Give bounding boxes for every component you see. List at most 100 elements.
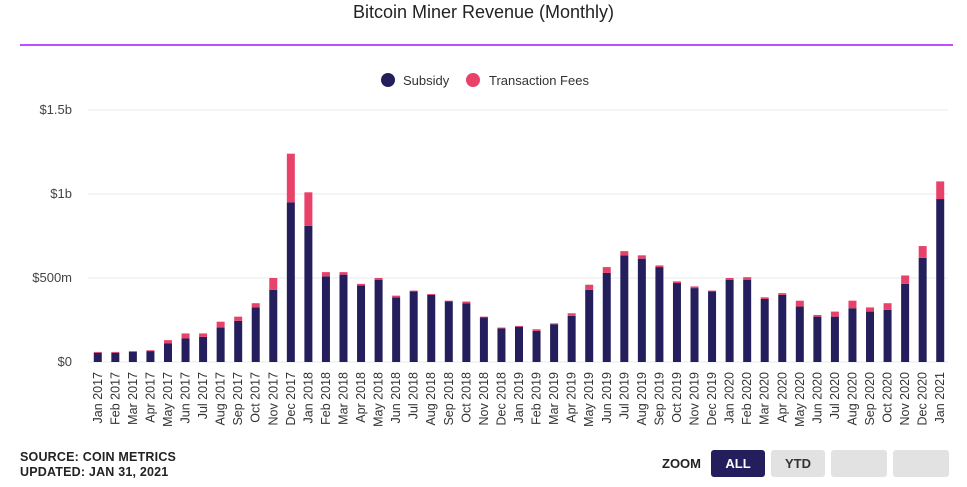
- bar-fees-25[interactable]: [532, 329, 541, 331]
- bar-fees-32[interactable]: [655, 265, 664, 268]
- bar-fees-46[interactable]: [901, 275, 910, 284]
- bar-subsidy-14[interactable]: [339, 274, 348, 362]
- bar-subsidy-5[interactable]: [181, 338, 190, 362]
- bar-subsidy-22[interactable]: [479, 317, 488, 362]
- bar-subsidy-25[interactable]: [532, 330, 541, 362]
- bar-fees-24[interactable]: [515, 325, 523, 327]
- bar-fees-19[interactable]: [427, 293, 436, 295]
- bar-fees-41[interactable]: [813, 314, 822, 317]
- bar-fees-2[interactable]: [128, 351, 137, 352]
- zoom-ytd-button[interactable]: YTD: [771, 450, 825, 477]
- bar-fees-36[interactable]: [725, 278, 734, 280]
- bar-fees-38[interactable]: [760, 297, 769, 299]
- bar-fees-42[interactable]: [830, 311, 839, 317]
- bar-subsidy-21[interactable]: [462, 303, 471, 362]
- bar-fees-40[interactable]: [795, 300, 804, 307]
- bar-subsidy-4[interactable]: [163, 343, 172, 362]
- bar-fees-7[interactable]: [216, 321, 225, 328]
- bar-fees-6[interactable]: [199, 333, 208, 337]
- bar-subsidy-27[interactable]: [567, 315, 576, 362]
- bar-fees-16[interactable]: [374, 278, 383, 280]
- bar-fees-34[interactable]: [690, 286, 699, 289]
- bar-subsidy-7[interactable]: [216, 327, 225, 362]
- bar-subsidy-9[interactable]: [251, 307, 260, 362]
- bar-subsidy-45[interactable]: [883, 309, 892, 362]
- bar-subsidy-36[interactable]: [725, 279, 734, 362]
- bar-subsidy-1[interactable]: [111, 352, 120, 362]
- bar-fees-0[interactable]: [93, 351, 102, 353]
- bar-fees-11[interactable]: [286, 153, 295, 203]
- zoom-button-4[interactable]: [893, 450, 949, 477]
- bar-fees-4[interactable]: [163, 340, 172, 344]
- bar-subsidy-35[interactable]: [708, 291, 717, 362]
- bar-subsidy-15[interactable]: [357, 285, 366, 362]
- bar-subsidy-3[interactable]: [146, 351, 155, 362]
- bar-fees-5[interactable]: [181, 333, 190, 339]
- bar-fees-31[interactable]: [637, 255, 646, 259]
- bar-subsidy-47[interactable]: [918, 257, 927, 362]
- bar-subsidy-37[interactable]: [743, 279, 752, 362]
- bar-fees-20[interactable]: [444, 300, 453, 302]
- bar-subsidy-41[interactable]: [813, 316, 822, 362]
- bar-subsidy-10[interactable]: [269, 289, 278, 362]
- bar-fees-27[interactable]: [567, 313, 576, 316]
- bar-fees-48[interactable]: [936, 181, 945, 200]
- bar-subsidy-26[interactable]: [550, 324, 559, 362]
- bar-subsidy-33[interactable]: [672, 283, 681, 362]
- bar-subsidy-8[interactable]: [234, 320, 243, 362]
- bar-fees-22[interactable]: [479, 316, 488, 318]
- bar-subsidy-20[interactable]: [444, 301, 453, 362]
- bar-fees-15[interactable]: [357, 283, 366, 286]
- bar-subsidy-43[interactable]: [848, 308, 857, 362]
- bar-fees-17[interactable]: [392, 295, 401, 298]
- bar-subsidy-12[interactable]: [304, 225, 313, 362]
- bar-fees-29[interactable]: [602, 267, 611, 273]
- bar-subsidy-38[interactable]: [760, 299, 769, 362]
- bar-fees-30[interactable]: [620, 251, 629, 256]
- bar-fees-47[interactable]: [918, 246, 927, 258]
- bar-subsidy-16[interactable]: [374, 279, 383, 362]
- bar-subsidy-2[interactable]: [128, 351, 137, 362]
- bar-subsidy-44[interactable]: [866, 311, 875, 362]
- bar-fees-12[interactable]: [304, 192, 313, 226]
- bar-fees-44[interactable]: [866, 307, 875, 312]
- bar-subsidy-32[interactable]: [655, 267, 664, 362]
- bar-fees-18[interactable]: [409, 290, 418, 292]
- bar-subsidy-46[interactable]: [901, 283, 910, 362]
- bar-subsidy-6[interactable]: [199, 336, 208, 362]
- bar-subsidy-23[interactable]: [497, 328, 506, 362]
- bar-subsidy-31[interactable]: [637, 258, 646, 362]
- bar-fees-45[interactable]: [883, 303, 892, 310]
- bar-fees-1[interactable]: [111, 351, 120, 353]
- bar-fees-33[interactable]: [672, 281, 681, 284]
- bar-fees-9[interactable]: [251, 303, 260, 308]
- bar-subsidy-0[interactable]: [93, 352, 102, 362]
- bar-subsidy-29[interactable]: [602, 272, 611, 362]
- bar-subsidy-11[interactable]: [286, 202, 295, 362]
- bar-fees-35[interactable]: [708, 290, 717, 292]
- bar-subsidy-39[interactable]: [778, 294, 787, 362]
- bar-fees-23[interactable]: [497, 327, 506, 329]
- bar-subsidy-48[interactable]: [936, 199, 945, 362]
- bar-fees-43[interactable]: [848, 300, 857, 309]
- bar-fees-13[interactable]: [321, 272, 330, 277]
- bar-subsidy-42[interactable]: [830, 316, 839, 362]
- bar-fees-10[interactable]: [269, 278, 278, 290]
- bar-subsidy-13[interactable]: [321, 276, 330, 362]
- zoom-all-button[interactable]: ALL: [711, 450, 765, 477]
- bar-fees-8[interactable]: [234, 316, 243, 321]
- bar-fees-21[interactable]: [462, 301, 471, 304]
- bar-subsidy-34[interactable]: [690, 288, 699, 362]
- bar-fees-28[interactable]: [585, 284, 594, 290]
- bar-subsidy-30[interactable]: [620, 255, 629, 362]
- bar-subsidy-24[interactable]: [515, 326, 523, 362]
- bar-fees-37[interactable]: [743, 277, 752, 280]
- bar-fees-14[interactable]: [339, 272, 348, 275]
- bar-fees-3[interactable]: [146, 350, 155, 352]
- bar-fees-26[interactable]: [550, 323, 559, 325]
- bar-subsidy-28[interactable]: [585, 289, 594, 362]
- bar-subsidy-19[interactable]: [427, 294, 436, 362]
- zoom-button-3[interactable]: [831, 450, 887, 477]
- bar-subsidy-17[interactable]: [392, 297, 401, 362]
- bar-subsidy-40[interactable]: [795, 306, 804, 362]
